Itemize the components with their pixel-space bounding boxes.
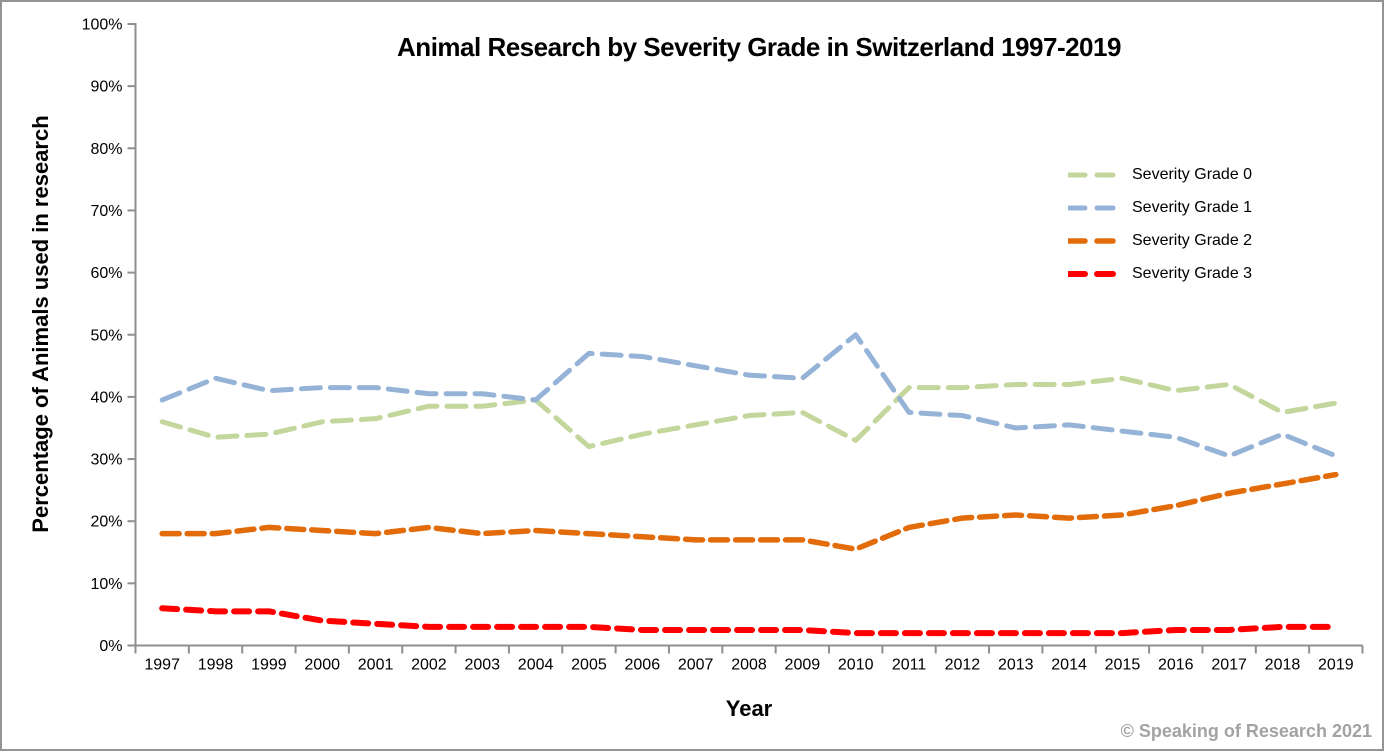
x-tick-label: 2016 xyxy=(1158,657,1194,674)
y-tick-label: 40% xyxy=(90,389,122,406)
legend-dash-icon xyxy=(1068,270,1116,277)
legend-dash-icon xyxy=(1068,172,1116,177)
legend-dash-icon xyxy=(1068,237,1116,244)
y-tick-label: 20% xyxy=(90,514,122,531)
y-tick-label: 10% xyxy=(90,576,122,593)
x-tick-label: 2019 xyxy=(1318,657,1354,674)
x-tick-label: 2013 xyxy=(998,657,1034,674)
legend-item-severity-grade-3: Severity Grade 3 xyxy=(1068,257,1252,290)
series-line-severity-grade-3 xyxy=(159,605,1339,637)
legend-label: Severity Grade 3 xyxy=(1132,264,1253,282)
x-tick-label: 2001 xyxy=(358,657,394,674)
legend-label: Severity Grade 0 xyxy=(1132,165,1253,183)
legend-label: Severity Grade 2 xyxy=(1132,231,1253,249)
x-tick-label: 2011 xyxy=(892,657,927,674)
x-tick-label: 2005 xyxy=(571,657,607,674)
y-tick-label: 50% xyxy=(90,327,122,344)
y-tick-label: 70% xyxy=(90,203,122,220)
x-tick-label: 2000 xyxy=(304,657,340,674)
x-tick-label: 2003 xyxy=(464,657,500,674)
copyright-text: © Speaking of Research 2021 xyxy=(1120,721,1372,741)
x-tick-label: 2004 xyxy=(518,657,554,674)
y-axis-title: Percentage of Animals used in research xyxy=(28,115,53,533)
y-tick-label: 80% xyxy=(90,141,122,158)
x-tick-label: 2015 xyxy=(1105,657,1141,674)
legend-label: Severity Grade 1 xyxy=(1132,198,1253,216)
legend-dash-icon xyxy=(1068,205,1116,210)
series-line-severity-grade-0 xyxy=(159,375,1339,450)
x-tick-label: 2008 xyxy=(731,657,767,674)
series-line-severity-grade-2 xyxy=(159,471,1339,552)
y-tick-label: 60% xyxy=(90,265,122,282)
x-tick-label: 2017 xyxy=(1211,657,1247,674)
y-tick-label: 100% xyxy=(82,17,123,34)
x-tick-label: 1999 xyxy=(251,657,287,674)
y-tick-label: 30% xyxy=(90,452,122,469)
x-axis-title: Year xyxy=(725,696,773,721)
x-tick-label: 2009 xyxy=(785,657,821,674)
x-tick-label: 2007 xyxy=(678,657,714,674)
legend-item-severity-grade-0: Severity Grade 0 xyxy=(1068,158,1252,191)
x-tick-label: 2002 xyxy=(411,657,447,674)
y-tick-label: 90% xyxy=(90,79,122,96)
x-tick-label: 1997 xyxy=(144,657,180,674)
x-tick-label: 2014 xyxy=(1051,657,1087,674)
x-tick-label: 2006 xyxy=(625,657,661,674)
legend-item-severity-grade-2: Severity Grade 2 xyxy=(1068,224,1252,257)
x-tick-label: 1998 xyxy=(198,657,234,674)
x-tick-label: 2018 xyxy=(1265,657,1301,674)
legend: Severity Grade 0 Severity Grade 1 Severity… xyxy=(1068,158,1252,290)
chart-title: Animal Research by Severity Grade in Swi… xyxy=(397,32,1121,62)
legend-item-severity-grade-1: Severity Grade 1 xyxy=(1068,191,1252,224)
series-line-severity-grade-1 xyxy=(159,332,1339,459)
x-tick-label: 2010 xyxy=(838,657,874,674)
y-tick-label: 0% xyxy=(99,638,122,655)
x-tick-label: 2012 xyxy=(945,657,981,674)
